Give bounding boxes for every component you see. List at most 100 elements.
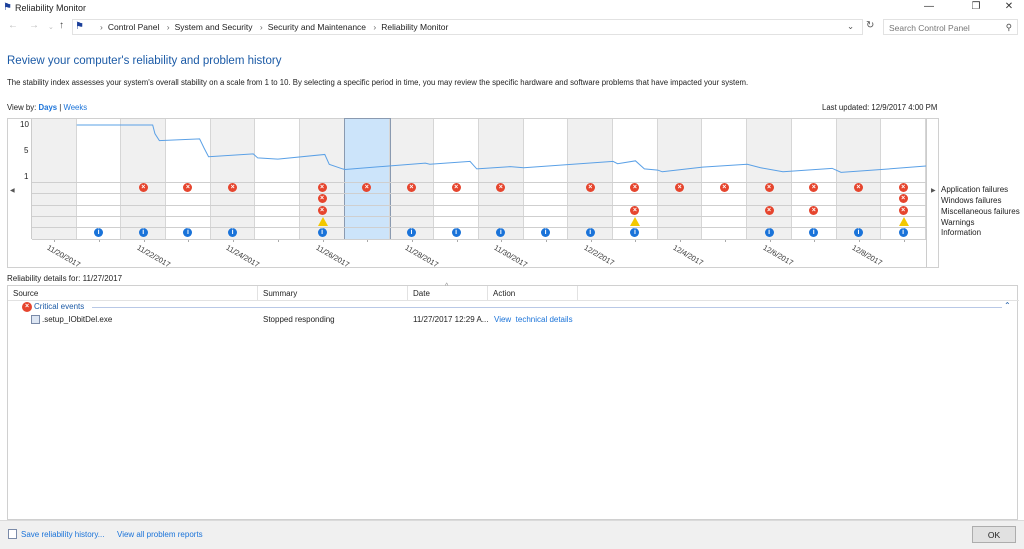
information-icon[interactable]: i xyxy=(898,228,908,237)
forward-icon[interactable]: → xyxy=(29,20,39,31)
information-icon[interactable]: i xyxy=(541,228,551,237)
address-dropdown-icon[interactable]: ⌄ xyxy=(847,21,855,31)
error-icon[interactable]: × xyxy=(675,183,685,192)
breadcrumb: › Control Panel › System and Security › Sec… xyxy=(100,22,449,32)
information-icon[interactable]: i xyxy=(317,228,327,237)
error-icon[interactable]: × xyxy=(317,183,327,192)
information-icon[interactable]: i xyxy=(228,228,238,237)
information-icon[interactable]: i xyxy=(809,228,819,237)
critical-icon: × xyxy=(22,302,32,312)
day-column[interactable] xyxy=(389,119,435,239)
scroll-right-icon[interactable]: ▶ xyxy=(931,188,936,194)
error-icon[interactable]: × xyxy=(719,183,729,192)
reliability-flag-icon: ⚑ xyxy=(3,2,12,13)
col-action[interactable]: Action xyxy=(488,286,578,301)
error-icon[interactable]: × xyxy=(898,194,908,203)
day-column[interactable] xyxy=(836,119,882,239)
day-column[interactable] xyxy=(568,119,614,239)
page-title: Review your computer's reliability and p… xyxy=(7,55,282,67)
col-source[interactable]: Source xyxy=(8,286,258,301)
recent-dropdown-icon[interactable]: ⌄ xyxy=(48,24,54,31)
view-days-link[interactable]: Days xyxy=(38,103,58,112)
error-icon[interactable]: × xyxy=(451,183,461,192)
address-bar[interactable]: ⚑ ⌄ xyxy=(72,19,863,35)
footer-bar: Save reliability history... View all pro… xyxy=(0,520,1024,549)
col-summary[interactable]: Summary xyxy=(258,286,408,301)
information-icon[interactable]: i xyxy=(451,228,461,237)
save-history-link[interactable]: Save reliability history... xyxy=(21,530,105,539)
warning-icon[interactable] xyxy=(630,217,641,226)
error-icon[interactable]: × xyxy=(630,206,640,215)
error-icon[interactable]: × xyxy=(764,183,774,192)
error-icon[interactable]: × xyxy=(809,206,819,215)
information-icon[interactable]: i xyxy=(630,228,640,237)
information-icon[interactable]: i xyxy=(764,228,774,237)
day-column[interactable] xyxy=(747,119,792,239)
crumb-reliability-monitor[interactable]: Reliability Monitor xyxy=(381,22,449,32)
back-icon[interactable]: ← xyxy=(8,20,18,31)
day-column[interactable] xyxy=(343,118,391,240)
view-by-label: View by: xyxy=(7,103,37,112)
day-column[interactable] xyxy=(76,119,122,239)
stability-index-line xyxy=(76,124,927,173)
day-column[interactable] xyxy=(791,119,837,239)
refresh-icon[interactable]: ↻ xyxy=(866,20,875,31)
day-column[interactable] xyxy=(523,119,569,239)
error-icon[interactable]: × xyxy=(317,206,327,215)
information-icon[interactable]: i xyxy=(496,228,506,237)
legend-warnings: Warnings xyxy=(941,218,975,227)
title-bar: ⚑ Reliability Monitor — ❐ ✕ xyxy=(0,0,1024,17)
error-icon[interactable]: × xyxy=(362,183,372,192)
error-icon[interactable]: × xyxy=(853,183,863,192)
ok-button[interactable]: OK xyxy=(972,526,1016,543)
information-icon[interactable]: i xyxy=(183,228,193,237)
crumb-security-maintenance[interactable]: Security and Maintenance xyxy=(267,22,367,32)
y-tick-5: 5 xyxy=(24,146,29,155)
error-icon[interactable]: × xyxy=(406,183,416,192)
error-icon[interactable]: × xyxy=(898,206,908,215)
search-input[interactable]: Search Control Panel ⚲ xyxy=(883,19,1018,35)
day-column[interactable] xyxy=(255,119,301,239)
last-updated: Last updated: 12/9/2017 4:00 PM xyxy=(822,103,938,112)
close-button[interactable]: ✕ xyxy=(1004,1,1014,12)
error-icon[interactable]: × xyxy=(317,194,327,203)
day-column[interactable] xyxy=(210,119,256,239)
details-table: Source Summary Date ^ Action × Critical … xyxy=(7,283,1019,520)
view-weeks-link[interactable]: Weeks xyxy=(63,103,88,112)
error-icon[interactable]: × xyxy=(496,183,506,192)
scroll-left-icon[interactable]: ◀ xyxy=(10,188,15,194)
crumb-system-security[interactable]: System and Security xyxy=(174,22,253,32)
minimize-button[interactable]: — xyxy=(924,1,934,12)
warning-icon[interactable] xyxy=(317,217,328,226)
search-icon[interactable]: ⚲ xyxy=(1005,22,1012,32)
information-icon[interactable]: i xyxy=(138,228,148,237)
warning-icon[interactable] xyxy=(898,217,909,226)
information-icon[interactable]: i xyxy=(406,228,416,237)
day-column[interactable] xyxy=(702,119,748,239)
error-icon[interactable]: × xyxy=(138,183,148,192)
day-column[interactable] xyxy=(479,119,524,239)
day-column[interactable] xyxy=(32,119,77,239)
error-icon[interactable]: × xyxy=(228,183,238,192)
col-date[interactable]: Date xyxy=(408,286,488,301)
error-icon[interactable]: × xyxy=(183,183,193,192)
table-row[interactable]: .setup_IObitDel.exe Stopped responding 1… xyxy=(8,314,1008,328)
collapse-icon[interactable]: ⌃ xyxy=(1004,301,1011,310)
error-icon[interactable]: × xyxy=(764,206,774,215)
group-critical-events[interactable]: Critical events xyxy=(34,302,85,311)
error-icon[interactable]: × xyxy=(898,183,908,192)
information-icon[interactable]: i xyxy=(585,228,595,237)
maximize-button[interactable]: ❐ xyxy=(971,1,981,12)
view-technical-details-link[interactable]: View technical details xyxy=(494,315,573,324)
error-icon[interactable]: × xyxy=(585,183,595,192)
error-icon[interactable]: × xyxy=(630,183,640,192)
up-icon[interactable]: ↑ xyxy=(59,20,64,31)
error-icon[interactable]: × xyxy=(809,183,819,192)
reliability-chart[interactable]: ◀ ▶ 10 5 1 11/20/2017 i × i 11/22/2017 × i × i 11… xyxy=(7,118,939,269)
crumb-control-panel[interactable]: Control Panel xyxy=(107,22,160,32)
day-column[interactable] xyxy=(434,119,479,239)
information-icon[interactable]: i xyxy=(94,228,104,237)
day-column[interactable] xyxy=(657,119,703,239)
information-icon[interactable]: i xyxy=(853,228,863,237)
view-all-reports-link[interactable]: View all problem reports xyxy=(117,530,203,539)
